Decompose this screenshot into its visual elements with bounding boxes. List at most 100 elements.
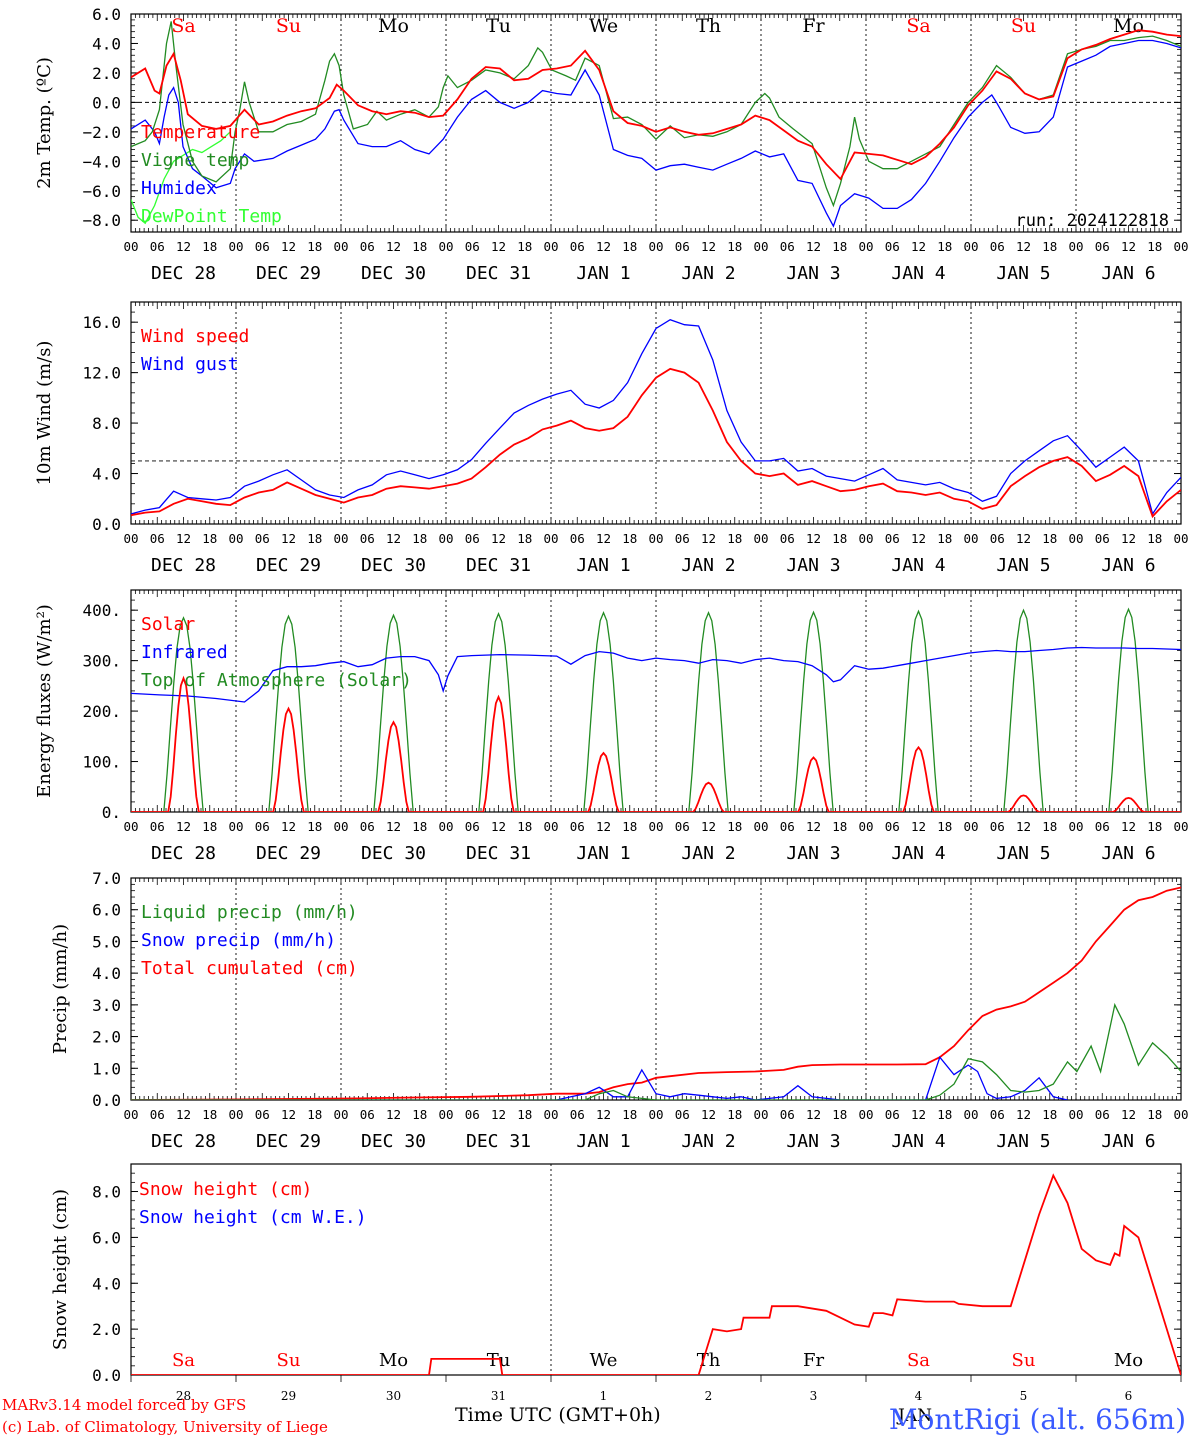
- date-label: JAN 2: [681, 263, 735, 284]
- weekday-label: Mo: [379, 1350, 408, 1371]
- hour-tick-label: 18: [622, 239, 637, 254]
- hour-tick-label: 00: [333, 819, 348, 834]
- hour-tick-label: 00: [1068, 239, 1083, 254]
- hour-tick-label: 18: [622, 1107, 637, 1122]
- hour-tick-label: 18: [832, 819, 847, 834]
- hour-tick-label: 00: [333, 239, 348, 254]
- hour-tick-label: 00: [438, 819, 453, 834]
- y-tick-label: 300.: [82, 652, 121, 671]
- weekday-label: Sa: [171, 15, 195, 37]
- hour-tick-label: 18: [307, 1107, 322, 1122]
- hour-tick-label: 12: [176, 531, 191, 546]
- legend-entry: Total cumulated (cm): [141, 958, 358, 979]
- weekday-label: Th: [697, 1350, 721, 1371]
- legend-entry: Temperature: [141, 122, 260, 143]
- y-tick-label: −4.0: [82, 152, 121, 171]
- hour-tick-label: 00: [123, 819, 138, 834]
- y-tick-label: 0.0: [92, 515, 121, 534]
- y-tick-label: 6.0: [92, 5, 121, 24]
- series-line-wind-speed: [131, 367, 1181, 519]
- hour-tick-label: 06: [885, 531, 900, 546]
- date-label: DEC 29: [256, 843, 321, 864]
- hour-tick-label: 06: [675, 531, 690, 546]
- day-number-label: 2: [705, 1389, 713, 1403]
- hour-tick-label: 18: [307, 819, 322, 834]
- hour-tick-label: 00: [333, 1107, 348, 1122]
- y-tick-label: 0.: [102, 803, 121, 822]
- date-label: JAN 3: [786, 263, 840, 284]
- hour-tick-label: 00: [1173, 1107, 1188, 1122]
- hour-tick-label: 00: [543, 819, 558, 834]
- legend-entry: Liquid precip (mm/h): [141, 902, 358, 923]
- y-tick-label: 4.0: [92, 964, 121, 983]
- series-line-dewpoint-temp: [131, 131, 231, 225]
- hour-tick-label: 06: [360, 1107, 375, 1122]
- weekday-label: Su: [276, 15, 301, 37]
- y-tick-label: 6.0: [92, 1228, 121, 1247]
- x-axis-title: Time UTC (GMT+0h): [455, 1404, 661, 1426]
- hour-tick-label: 12: [911, 531, 926, 546]
- hour-tick-label: 12: [491, 1107, 506, 1122]
- hour-tick-label: 06: [150, 531, 165, 546]
- hour-tick-label: 06: [990, 531, 1005, 546]
- hour-tick-label: 00: [543, 1107, 558, 1122]
- date-label: JAN 6: [1101, 1131, 1155, 1152]
- date-label: DEC 30: [361, 1131, 426, 1152]
- series-line-infrared: [131, 646, 1181, 703]
- hour-tick-label: 00: [753, 1107, 768, 1122]
- legend-entry: Humidex: [141, 178, 217, 199]
- hour-tick-label: 06: [885, 819, 900, 834]
- hour-tick-label: 12: [176, 819, 191, 834]
- month-label: JAN: [898, 1406, 932, 1426]
- date-label: JAN 3: [786, 1131, 840, 1152]
- hour-tick-label: 06: [255, 1107, 270, 1122]
- hour-tick-label: 18: [307, 239, 322, 254]
- hour-tick-label: 00: [648, 1107, 663, 1122]
- weekday-label: Sa: [172, 1350, 195, 1371]
- hour-tick-label: 18: [412, 1107, 427, 1122]
- date-label: DEC 31: [466, 843, 531, 864]
- weekday-label: Su: [1011, 15, 1036, 37]
- hour-tick-label: 18: [412, 239, 427, 254]
- y-axis-label: Snow height (cm): [50, 1189, 71, 1350]
- weekday-label: Mo: [1114, 1350, 1143, 1371]
- y-tick-label: 0.0: [92, 93, 121, 112]
- date-label: DEC 30: [361, 263, 426, 284]
- date-label: JAN 5: [996, 263, 1050, 284]
- hour-tick-label: 18: [937, 819, 952, 834]
- hour-tick-label: 18: [937, 1107, 952, 1122]
- date-label: DEC 28: [151, 1131, 216, 1152]
- y-tick-label: 1.0: [92, 1059, 121, 1078]
- hour-tick-label: 12: [806, 531, 821, 546]
- hour-tick-label: 18: [202, 239, 217, 254]
- date-label: JAN 2: [681, 843, 735, 864]
- hour-tick-label: 12: [176, 1107, 191, 1122]
- hour-tick-label: 00: [648, 819, 663, 834]
- hour-tick-label: 06: [570, 1107, 585, 1122]
- hour-tick-label: 18: [832, 531, 847, 546]
- y-tick-label: −8.0: [82, 211, 121, 230]
- hour-tick-label: 18: [1147, 239, 1162, 254]
- weekday-label: Tu: [487, 1350, 511, 1371]
- hour-tick-label: 00: [543, 239, 558, 254]
- hour-tick-label: 06: [885, 1107, 900, 1122]
- y-tick-label: −2.0: [82, 123, 121, 142]
- hour-tick-label: 06: [360, 531, 375, 546]
- hour-tick-label: 00: [123, 239, 138, 254]
- hour-tick-label: 18: [937, 239, 952, 254]
- date-label: JAN 4: [891, 555, 945, 576]
- y-tick-label: 0.0: [92, 1091, 121, 1110]
- hour-tick-label: 06: [885, 239, 900, 254]
- hour-tick-label: 00: [858, 239, 873, 254]
- hour-tick-label: 06: [1095, 531, 1110, 546]
- hour-tick-label: 06: [990, 819, 1005, 834]
- hour-tick-label: 18: [727, 1107, 742, 1122]
- hour-tick-label: 06: [255, 531, 270, 546]
- hour-tick-label: 18: [622, 819, 637, 834]
- hour-tick-label: 18: [727, 531, 742, 546]
- y-tick-label: 0.0: [92, 1366, 121, 1385]
- day-number-label: 5: [1020, 1389, 1028, 1403]
- hour-tick-label: 18: [622, 531, 637, 546]
- date-label: JAN 2: [681, 555, 735, 576]
- hour-tick-label: 12: [596, 531, 611, 546]
